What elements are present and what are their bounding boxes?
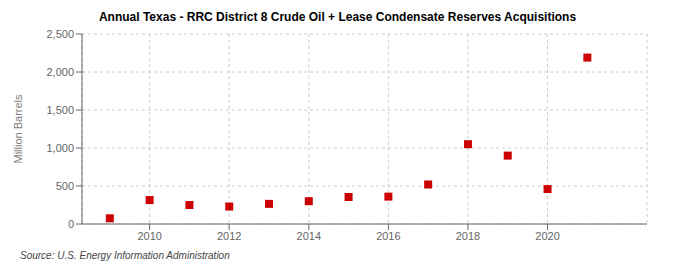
svg-text:2018: 2018 bbox=[456, 230, 480, 242]
svg-text:2012: 2012 bbox=[217, 230, 241, 242]
svg-text:Million Barrels: Million Barrels bbox=[12, 94, 24, 164]
svg-text:2010: 2010 bbox=[137, 230, 161, 242]
html-text:Source: U.S. Energy Informatio: Source: U.S. Energy Information Administ… bbox=[20, 250, 230, 261]
svg-text:0: 0 bbox=[68, 218, 74, 230]
html-text:Annual Texas - RRC District 8: Annual Texas - RRC District 8 Crude Oil … bbox=[98, 10, 577, 24]
svg-text:2014: 2014 bbox=[297, 230, 321, 242]
svg-text:500: 500 bbox=[56, 180, 74, 192]
svg-text:2,500: 2,500 bbox=[46, 28, 74, 40]
svg-text:1,500: 1,500 bbox=[46, 104, 74, 116]
svg-text:2,000: 2,000 bbox=[46, 66, 74, 78]
svg-text:1,000: 1,000 bbox=[46, 142, 74, 154]
svg-text:2020: 2020 bbox=[535, 230, 559, 242]
svg-text:2016: 2016 bbox=[376, 230, 400, 242]
